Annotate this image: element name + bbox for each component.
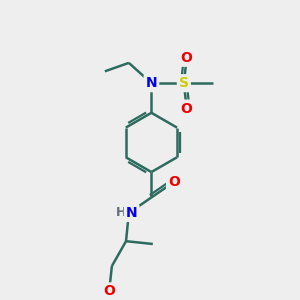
- Text: O: O: [181, 102, 193, 116]
- Text: N: N: [146, 76, 157, 90]
- Text: S: S: [179, 76, 189, 90]
- Text: O: O: [181, 51, 193, 65]
- Text: N: N: [126, 206, 137, 220]
- Text: O: O: [103, 284, 115, 298]
- Text: H: H: [116, 206, 126, 220]
- Text: O: O: [168, 175, 180, 189]
